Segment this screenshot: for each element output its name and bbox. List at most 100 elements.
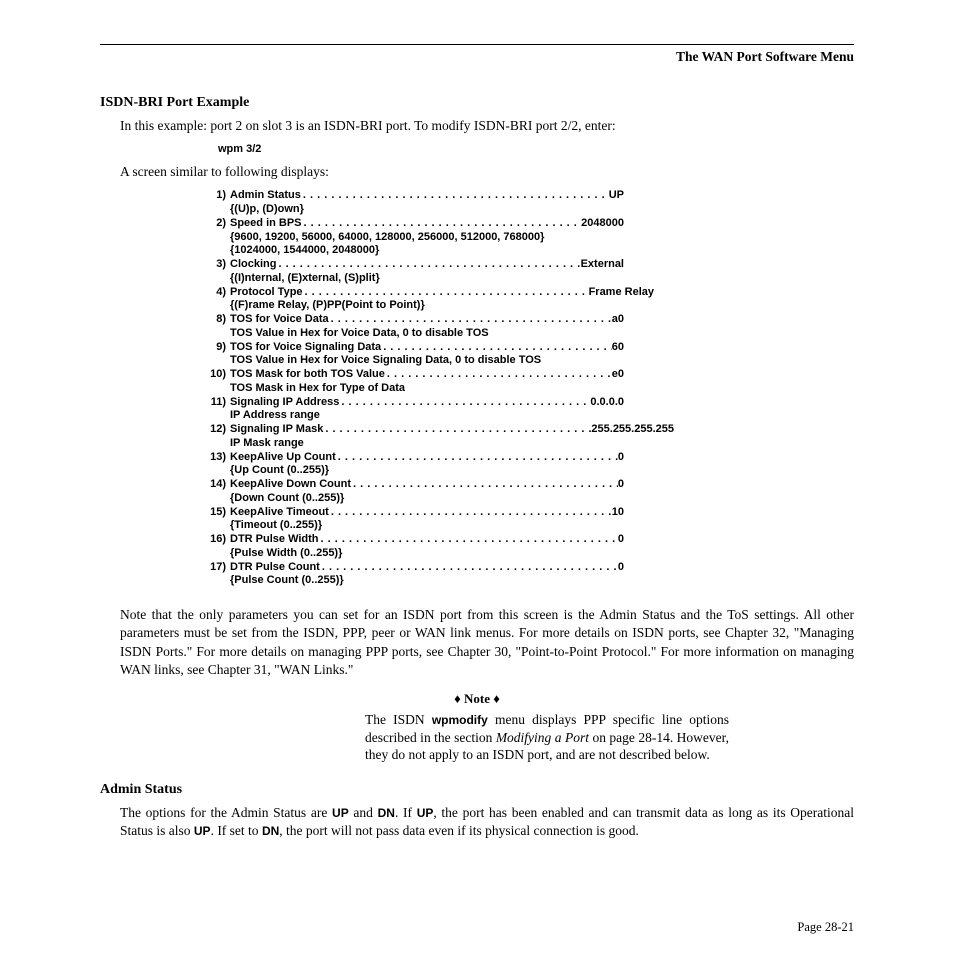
screen-row: 12) Signaling IP Mask . . . . . . . . . … xyxy=(204,423,674,437)
screen-row-label: Clocking xyxy=(230,258,276,272)
admin-up1: UP xyxy=(332,806,349,820)
screen-row-num: 13) xyxy=(204,451,230,465)
screen-row-dots: . . . . . . . . . . . . . . . . . . . . … xyxy=(276,258,580,272)
screen-row-dots: . . . . . . . . . . . . . . . . . . . . … xyxy=(320,561,618,575)
terminal-screen: 1) Admin Status . . . . . . . . . . . . … xyxy=(204,189,854,588)
screen-row-label: KeepAlive Timeout xyxy=(230,506,329,520)
admin-t2: and xyxy=(349,805,378,820)
screen-row: 9) TOS for Voice Signaling Data . . . . … xyxy=(204,341,624,355)
screen-row-hint: {(I)nternal, (E)xternal, (S)plit} xyxy=(204,272,854,286)
screen-row-dots: . . . . . . . . . . . . . . . . . . . . … xyxy=(351,478,618,492)
screen-row-num: 14) xyxy=(204,478,230,492)
screen-row: 3) Clocking . . . . . . . . . . . . . . … xyxy=(204,258,624,272)
screen-row-hint: {9600, 19200, 56000, 64000, 128000, 2560… xyxy=(204,231,854,245)
intro-text-1: In this example: port 2 on slot 3 is an … xyxy=(120,117,854,135)
screen-row-label: TOS for Voice Signaling Data xyxy=(230,341,381,355)
screen-row-num: 4) xyxy=(204,286,230,300)
note-text-ital: Modifying a Port xyxy=(496,730,589,745)
screen-row: 10) TOS Mask for both TOS Value . . . . … xyxy=(204,368,624,382)
screen-row-num: 9) xyxy=(204,341,230,355)
admin-up2: UP xyxy=(417,806,434,820)
admin-dn2: DN xyxy=(262,824,279,838)
admin-t1: The options for the Admin Status are xyxy=(120,805,332,820)
screen-row: 16) DTR Pulse Width . . . . . . . . . . … xyxy=(204,533,624,547)
screen-row-hint: {Pulse Count (0..255)} xyxy=(204,574,854,588)
section-admin-title: Admin Status xyxy=(100,782,854,798)
page-number: Page 28-21 xyxy=(100,920,854,935)
section-isdn-title: ISDN-BRI Port Example xyxy=(100,95,854,111)
screen-row: 11) Signaling IP Address . . . . . . . .… xyxy=(204,396,624,410)
screen-row-num: 17) xyxy=(204,561,230,575)
admin-paragraph: The options for the Admin Status are UP … xyxy=(120,804,854,840)
screen-row: 4) Protocol Type . . . . . . . . . . . .… xyxy=(204,286,654,300)
screen-row-dots: . . . . . . . . . . . . . . . . . . . . … xyxy=(329,313,612,327)
screen-row: 13) KeepAlive Up Count . . . . . . . . .… xyxy=(204,451,624,465)
screen-row-hint: {Up Count (0..255)} xyxy=(204,464,854,478)
screen-row-dots: . . . . . . . . . . . . . . . . . . . . … xyxy=(319,533,618,547)
screen-row-num: 12) xyxy=(204,423,230,437)
intro-text-2: A screen similar to following displays: xyxy=(120,163,854,181)
screen-row-label: Speed in BPS xyxy=(230,217,302,231)
screen-row-label: TOS for Voice Data xyxy=(230,313,329,327)
page-header: The WAN Port Software Menu xyxy=(100,49,854,65)
admin-up3: UP xyxy=(194,824,211,838)
admin-t5: . If set to xyxy=(211,823,262,838)
screen-row-hint: IP Address range xyxy=(204,409,854,423)
screen-row-label: DTR Pulse Width xyxy=(230,533,319,547)
screen-row-value: 255.255.255.255 xyxy=(591,423,674,437)
screen-row-dots: . . . . . . . . . . . . . . . . . . . . … xyxy=(329,506,612,520)
note-paragraph: Note that the only parameters you can se… xyxy=(120,606,854,679)
screen-row-dots: . . . . . . . . . . . . . . . . . . . . … xyxy=(323,423,591,437)
header-rule xyxy=(100,44,854,45)
screen-row-value: 60 xyxy=(612,341,624,355)
screen-row-value: Frame Relay xyxy=(589,286,654,300)
screen-row-num: 2) xyxy=(204,217,230,231)
screen-row-num: 16) xyxy=(204,533,230,547)
screen-row-hint: IP Mask range xyxy=(204,437,854,451)
screen-row-value: UP xyxy=(609,189,624,203)
screen-row-hint: {1024000, 1544000, 2048000} xyxy=(204,244,854,258)
screen-row-num: 15) xyxy=(204,506,230,520)
screen-row-value: External xyxy=(581,258,624,272)
screen-row-num: 11) xyxy=(204,396,230,410)
note-text-pre: The ISDN xyxy=(365,712,432,727)
screen-row-label: TOS Mask for both TOS Value xyxy=(230,368,385,382)
screen-row-num: 1) xyxy=(204,189,230,203)
screen-row: 14) KeepAlive Down Count . . . . . . . .… xyxy=(204,478,624,492)
screen-row-value: e0 xyxy=(612,368,624,382)
screen-row-label: KeepAlive Up Count xyxy=(230,451,336,465)
screen-row-value: 0 xyxy=(618,533,624,547)
admin-t6: , the port will not pass data even if it… xyxy=(279,823,639,838)
screen-row: 8) TOS for Voice Data . . . . . . . . . … xyxy=(204,313,624,327)
screen-row-dots: . . . . . . . . . . . . . . . . . . . . … xyxy=(302,217,582,231)
screen-row: 17) DTR Pulse Count . . . . . . . . . . … xyxy=(204,561,624,575)
screen-row-value: 0 xyxy=(618,561,624,575)
command-text: wpm 3/2 xyxy=(218,143,854,155)
note-text-bold: wpmodify xyxy=(432,713,488,727)
screen-row-value: 0 xyxy=(618,451,624,465)
screen-row-label: KeepAlive Down Count xyxy=(230,478,351,492)
screen-row: 2) Speed in BPS . . . . . . . . . . . . … xyxy=(204,217,624,231)
screen-row-num: 8) xyxy=(204,313,230,327)
screen-row-label: Signaling IP Mask xyxy=(230,423,323,437)
screen-row-label: DTR Pulse Count xyxy=(230,561,320,575)
screen-row-num: 3) xyxy=(204,258,230,272)
screen-row-hint: TOS Value in Hex for Voice Data, 0 to di… xyxy=(204,327,854,341)
screen-row-hint: {Down Count (0..255)} xyxy=(204,492,854,506)
screen-row-hint: {(F)rame Relay, (P)PP(Point to Point)} xyxy=(204,299,854,313)
screen-row-value: 0 xyxy=(618,478,624,492)
screen-row-value: 10 xyxy=(612,506,624,520)
screen-row-dots: . . . . . . . . . . . . . . . . . . . . … xyxy=(336,451,618,465)
screen-row-dots: . . . . . . . . . . . . . . . . . . . . … xyxy=(385,368,612,382)
screen-row-hint: {(U)p, (D)own} xyxy=(204,203,854,217)
screen-row-dots: . . . . . . . . . . . . . . . . . . . . … xyxy=(339,396,590,410)
screen-row: 15) KeepAlive Timeout . . . . . . . . . … xyxy=(204,506,624,520)
screen-row-hint: {Timeout (0..255)} xyxy=(204,519,854,533)
screen-row-value: 2048000 xyxy=(581,217,624,231)
screen-row-hint: TOS Value in Hex for Voice Signaling Dat… xyxy=(204,354,854,368)
screen-row-dots: . . . . . . . . . . . . . . . . . . . . … xyxy=(303,286,589,300)
screen-row-hint: {Pulse Width (0..255)} xyxy=(204,547,854,561)
screen-row-value: a0 xyxy=(612,313,624,327)
screen-row: 1) Admin Status . . . . . . . . . . . . … xyxy=(204,189,624,203)
screen-row-label: Signaling IP Address xyxy=(230,396,339,410)
